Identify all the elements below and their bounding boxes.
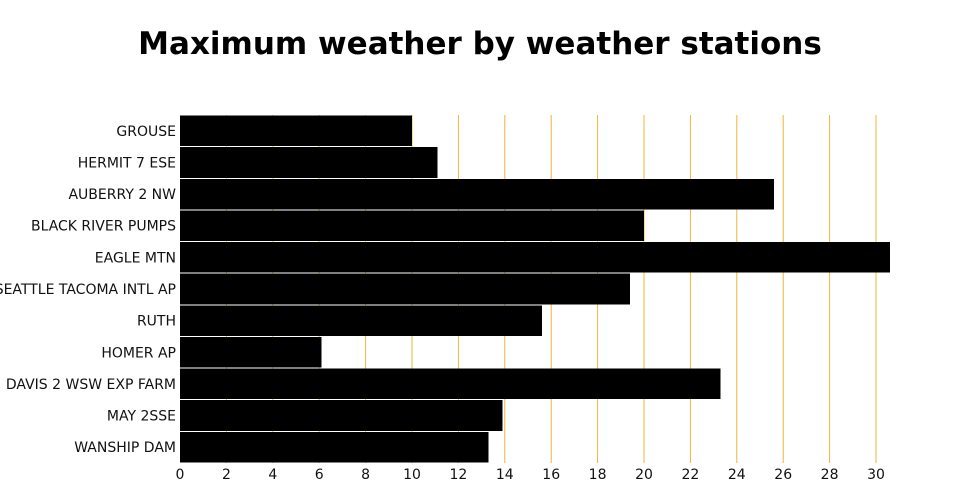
category-label: SEATTLE TACOMA INTL AP bbox=[0, 282, 176, 298]
category-label: BLACK RIVER PUMPS bbox=[31, 219, 176, 235]
category-labels: GROUSE HERMIT 7 ESE AUBERRY 2 NW BLACK RIVE… bbox=[0, 124, 176, 456]
bar bbox=[180, 115, 412, 147]
bar bbox=[180, 178, 774, 210]
x-tick-label: 30 bbox=[867, 467, 885, 483]
x-tick-label: 22 bbox=[681, 467, 699, 483]
category-label: EAGLE MTN bbox=[95, 250, 176, 266]
bar bbox=[180, 368, 721, 400]
bars bbox=[180, 115, 890, 463]
x-tick-label: 16 bbox=[542, 467, 560, 483]
category-label: HOMER AP bbox=[101, 345, 176, 361]
bar bbox=[180, 147, 438, 178]
x-tick-label: 4 bbox=[268, 467, 277, 483]
x-tick-label: 8 bbox=[361, 467, 370, 483]
bar bbox=[180, 336, 322, 368]
category-label: GROUSE bbox=[116, 124, 176, 140]
category-label: MAY 2SSE bbox=[107, 409, 176, 425]
category-label: DAVIS 2 WSW EXP FARM bbox=[6, 377, 176, 393]
category-label: AUBERRY 2 NW bbox=[68, 187, 176, 203]
x-axis-ticks: 0 2 4 6 8 10 12 14 16 18 20 22 24 26 28 30 bbox=[176, 467, 885, 483]
x-tick-label: 2 bbox=[222, 467, 231, 483]
bar bbox=[180, 305, 542, 336]
x-tick-label: 10 bbox=[403, 467, 421, 483]
x-tick-label: 20 bbox=[635, 467, 653, 483]
bar bbox=[180, 431, 489, 463]
x-tick-label: 28 bbox=[821, 467, 839, 483]
x-tick-label: 6 bbox=[315, 467, 324, 483]
category-label: HERMIT 7 ESE bbox=[78, 155, 176, 171]
x-tick-label: 0 bbox=[176, 467, 185, 483]
category-label: RUTH bbox=[137, 314, 176, 330]
bar bbox=[180, 242, 890, 273]
x-tick-label: 24 bbox=[728, 467, 746, 483]
bar bbox=[180, 210, 644, 242]
bar bbox=[180, 273, 631, 305]
x-tick-label: 26 bbox=[774, 467, 792, 483]
x-tick-label: 18 bbox=[589, 467, 607, 483]
x-tick-label: 12 bbox=[449, 467, 467, 483]
bar bbox=[180, 400, 503, 431]
category-label: WANSHIP DAM bbox=[74, 440, 176, 456]
chart-title: Maximum weather by weather stations bbox=[138, 26, 822, 62]
x-tick-label: 14 bbox=[496, 467, 514, 483]
